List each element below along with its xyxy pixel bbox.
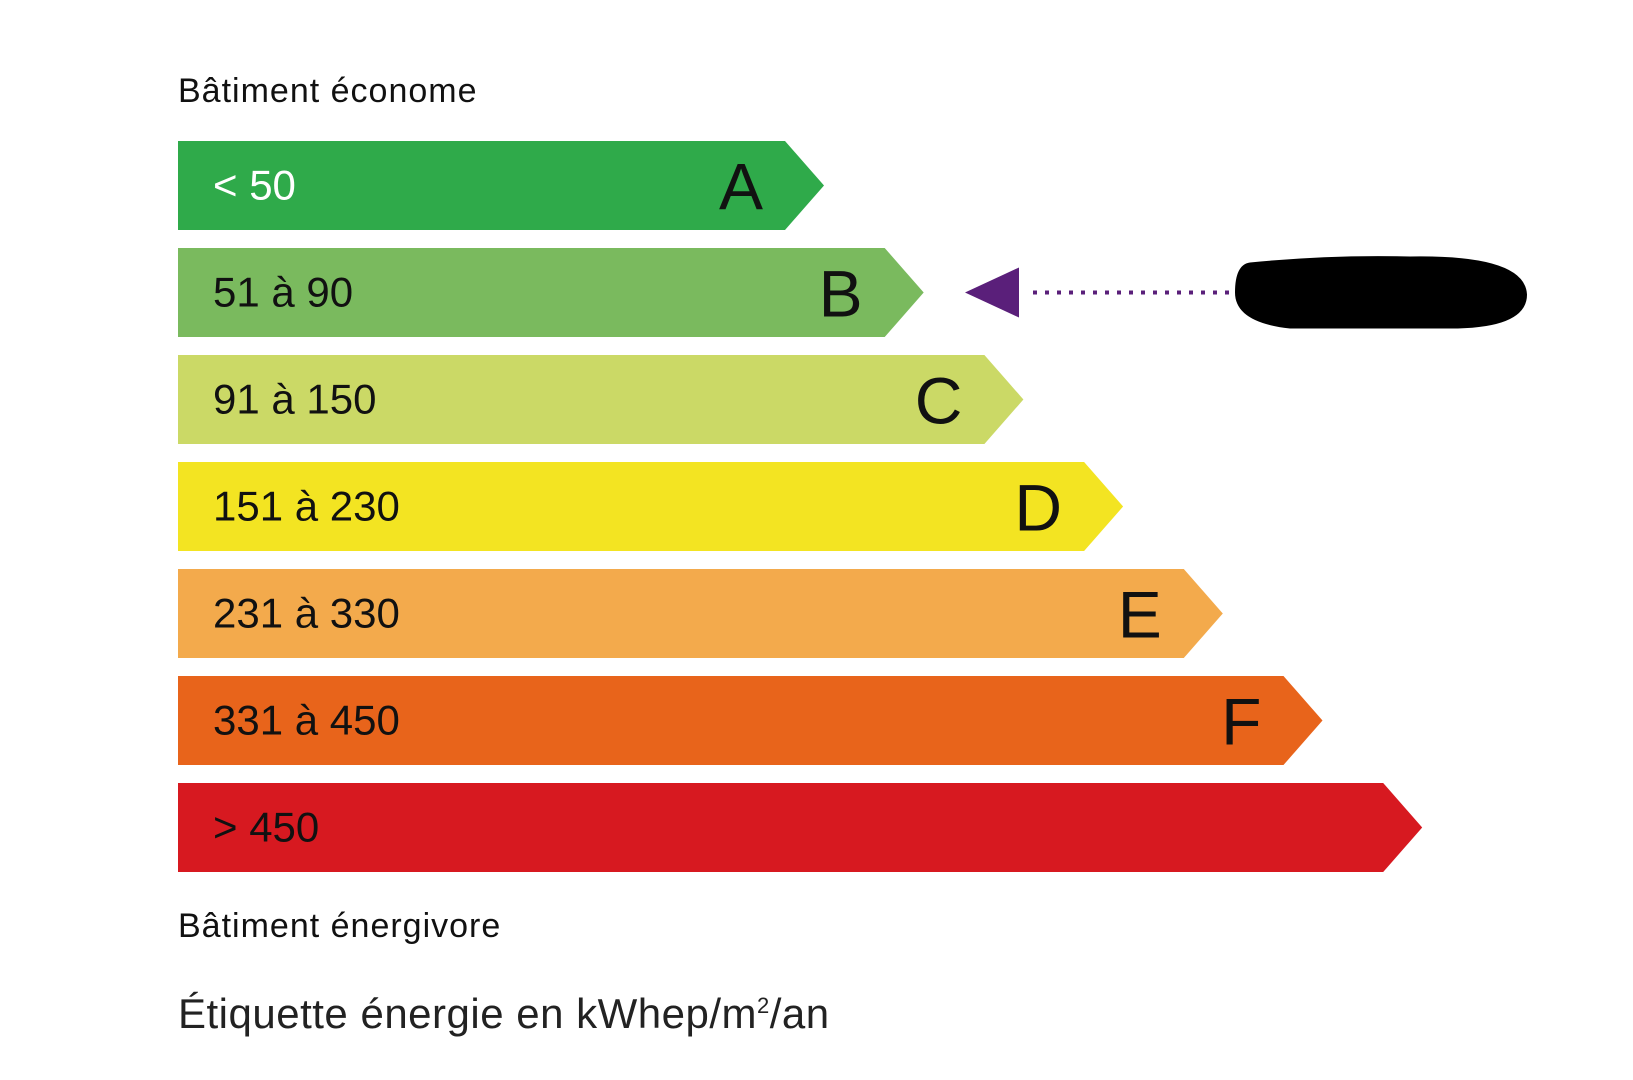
band-d bbox=[178, 462, 1124, 551]
footer-caption: Étiquette énergie en kWhep/m2/an bbox=[178, 990, 830, 1038]
band-range-label: 91 à 150 bbox=[213, 376, 377, 423]
band-range-label: 231 à 330 bbox=[213, 590, 400, 637]
redacted-value bbox=[1235, 256, 1527, 329]
band-letter: F bbox=[1221, 685, 1261, 759]
band-range-label: > 450 bbox=[213, 804, 319, 851]
bottom-label: Bâtiment énergivore bbox=[178, 907, 502, 945]
band-range-label: 51 à 90 bbox=[213, 269, 353, 316]
band-e bbox=[178, 569, 1223, 658]
band-letter: B bbox=[819, 257, 863, 331]
band-range-label: < 50 bbox=[213, 162, 296, 209]
band-range-label: 331 à 450 bbox=[213, 697, 400, 744]
band-letter: C bbox=[915, 364, 963, 438]
indicator-arrow-icon bbox=[965, 267, 1019, 318]
band-c bbox=[178, 355, 1024, 444]
band-letter: E bbox=[1118, 578, 1162, 652]
band-a bbox=[178, 141, 824, 230]
band-f bbox=[178, 676, 1323, 765]
footer-text: Étiquette énergie en kWhep/m bbox=[178, 990, 757, 1037]
footer-superscript: 2 bbox=[757, 993, 770, 1018]
band-range-label: 151 à 230 bbox=[213, 483, 400, 530]
band-letter: A bbox=[719, 150, 763, 224]
top-label: Bâtiment économe bbox=[178, 72, 478, 110]
band-g bbox=[178, 783, 1423, 872]
band-letter: D bbox=[1014, 471, 1062, 545]
band-b bbox=[178, 248, 924, 337]
footer-suffix: /an bbox=[769, 990, 830, 1037]
